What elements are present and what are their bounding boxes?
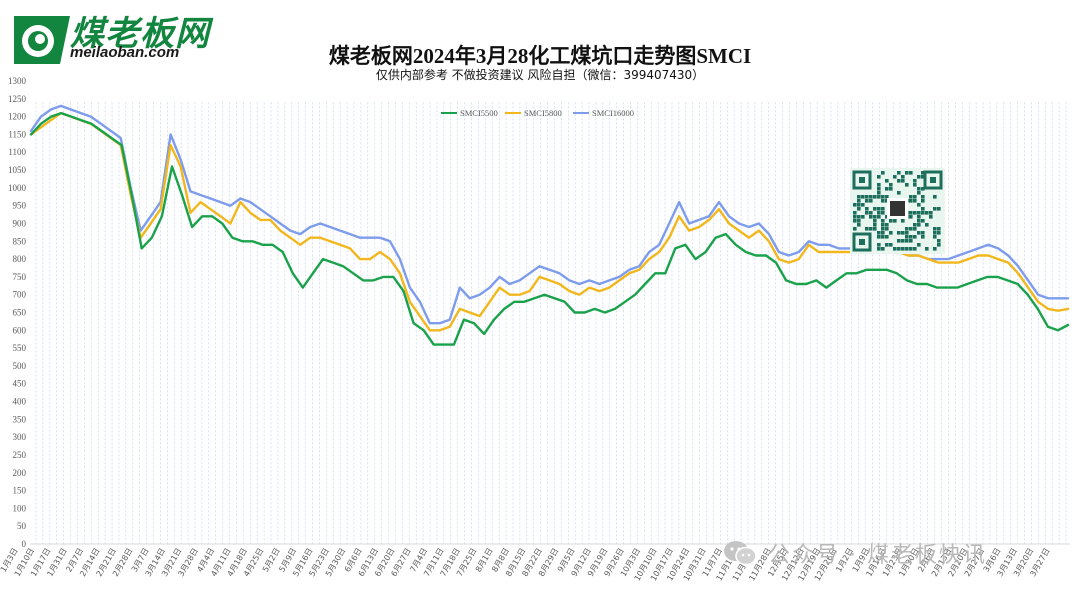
y-tick-label: 50 [17,521,27,531]
y-tick-label: 600 [13,325,27,335]
y-tick-label: 250 [13,450,27,460]
y-tick-label: 450 [13,379,27,389]
logo-mark-icon [14,16,70,64]
y-tick-label: 0 [22,539,27,549]
y-tick-label: 100 [13,503,27,513]
watermark: 公众号 · 煤老板快讯 [722,533,987,573]
y-tick-label: 900 [13,218,27,228]
y-tick-label: 1000 [8,183,27,193]
y-tick-label: 800 [13,254,27,264]
y-tick-label: 400 [13,397,27,407]
y-tick-label: 1150 [8,129,26,139]
y-tick-label: 1100 [8,147,26,157]
y-tick-label: 300 [13,432,27,442]
y-tick-label: 1250 [8,94,27,104]
y-tick-label: 350 [13,414,27,424]
y-tick-label: 1050 [8,165,27,175]
qr-code [850,168,945,254]
y-tick-label: 700 [13,290,27,300]
watermark-text: 公众号 · 煤老板快讯 [768,543,987,568]
chart-title: 煤老板网2024年3月28化工煤坑口走势图SMCI [328,44,752,68]
logo-brand-text: 煤老板网 [70,14,210,54]
y-tick-label: 150 [13,486,27,496]
legend-label: SMCI5500 [460,108,498,118]
legend-label: SMCI5800 [524,108,562,118]
chart-subtitle: 仅供内部参考 不做投资建议 风险自担（微信：399407430） [375,68,705,82]
y-tick-label: 1300 [8,76,27,86]
legend-label: SMCI16000 [592,108,634,118]
logo-url-text: meilaoban.com [70,44,180,61]
series-line-smci5500 [29,111,1070,346]
y-tick-label: 850 [13,236,27,246]
y-axis: 0 50 100 150 200 250 300 350 400 450 500 550 600 650 7… [8,76,1070,549]
y-tick-label: 200 [13,468,27,478]
logo [14,16,70,64]
y-tick-label: 750 [13,272,27,282]
legend: SMCI5500 SMCI5800 SMCI16000 [441,108,634,118]
y-tick-label: 550 [13,343,27,353]
y-tick-label: 950 [13,201,27,211]
y-tick-label: 500 [13,361,27,371]
y-tick-label: 650 [13,308,27,318]
y-tick-label: 1200 [8,112,27,122]
wechat-icon [724,541,757,566]
